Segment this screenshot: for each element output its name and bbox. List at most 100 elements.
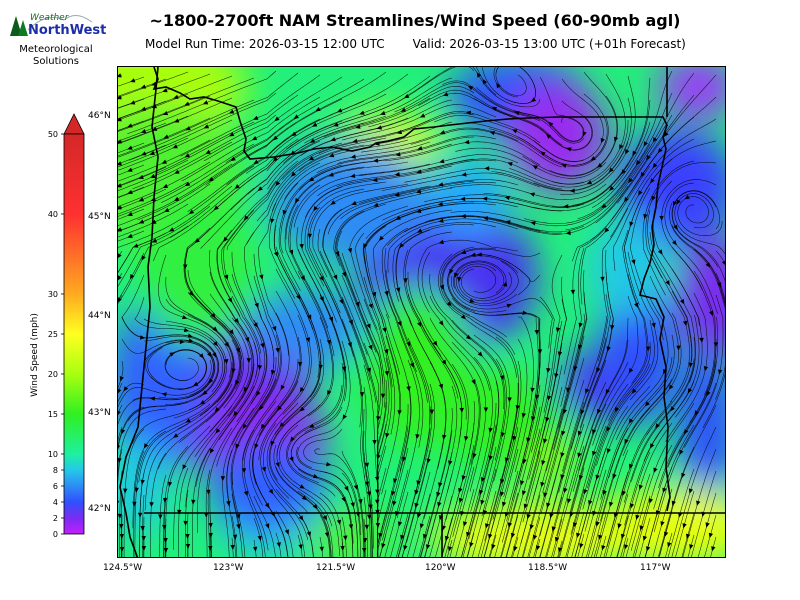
streamline [144,383,233,511]
streamline [427,158,585,185]
streamline [691,470,717,557]
streamline-arrow [406,341,411,347]
streamline-arrow [689,544,694,550]
streamline [616,515,629,557]
streamline-arrow [529,524,534,530]
streamline-arrow [523,503,528,509]
streamline-arrow [631,259,636,265]
streamline [613,138,695,271]
streamline-arrow [277,405,282,411]
streamline [363,496,368,557]
streamline-arrow [653,467,658,473]
streamline-arrow [118,183,122,188]
streamline [307,206,354,357]
streamline [285,161,409,240]
streamline [256,137,387,222]
streamline-arrow [699,337,704,343]
streamline [562,315,607,472]
streamline-arrow [118,410,121,416]
streamline-arrow [579,543,584,549]
streamline [467,532,475,557]
streamline-arrow [233,410,239,417]
streamline-arrow [333,122,339,127]
streamline-arrow [457,277,462,283]
streamline [404,216,563,234]
streamline [118,115,189,144]
streamline [489,534,497,557]
streamline-arrow [609,185,615,191]
streamline-arrow [501,501,507,507]
streamline [118,382,145,403]
streamline-arrow [425,544,431,550]
streamline [301,186,343,323]
streamline [424,537,431,557]
streamline [147,347,207,390]
streamline-arrow [465,334,472,340]
streamline-arrow [543,438,548,444]
streamline [341,274,381,430]
streamline-arrow [543,492,548,498]
streamline [333,187,453,267]
streamline [385,313,411,472]
streamline [185,489,189,557]
streamline [546,423,585,557]
streamline-arrow [464,139,470,145]
streamline-arrow [676,199,681,205]
streamline-arrow [203,512,209,518]
streamline-arrow [141,535,146,541]
streamline [156,94,299,174]
streamline-arrow [257,535,262,541]
streamline-arrow [366,491,372,497]
streamline-arrow [663,531,669,537]
streamline [287,362,344,484]
streamline-arrow [522,458,527,465]
streamline [143,335,219,405]
streamline [118,426,123,442]
streamline [218,295,261,440]
streamline-arrow [213,341,218,347]
streamline [252,336,302,485]
streamline [566,425,607,557]
streamline-arrow [243,215,249,221]
streamline [571,77,651,206]
streamline-arrow [400,107,407,112]
streamline-arrow [588,500,593,506]
streamline-arrow [679,449,684,456]
streamline [522,364,563,523]
streamline-arrow [532,534,538,541]
streamline-arrow [118,500,120,506]
streamline-arrow [336,519,342,525]
streamline [118,76,145,87]
streamline [472,468,497,557]
streamline-arrow [563,487,568,494]
streamline [563,227,607,375]
streamline-arrow [472,453,477,459]
streamline [373,209,453,319]
streamline [438,253,517,378]
streamline [549,71,618,176]
streamline [606,400,673,547]
streamline [363,276,396,435]
streamline [577,533,585,557]
streamline-arrow [326,461,332,467]
streamline-arrow [461,249,467,254]
streamline-arrow [308,156,315,161]
streamline-arrow [636,160,641,166]
streamline [672,190,725,282]
streamline [622,229,648,384]
streamline [608,334,675,479]
streamline [231,537,234,557]
streamline [698,492,717,557]
streamline-arrow [208,545,213,551]
streamline-arrow [532,165,538,170]
streamline [398,427,431,557]
streamline-arrow [118,95,122,100]
streamline [451,341,487,492]
streamline [241,312,290,461]
streamline [118,401,189,450]
streamline [592,295,639,446]
streamline [630,402,695,551]
streamline-arrow [185,543,191,549]
streamline [253,473,289,557]
streamline [316,136,475,174]
